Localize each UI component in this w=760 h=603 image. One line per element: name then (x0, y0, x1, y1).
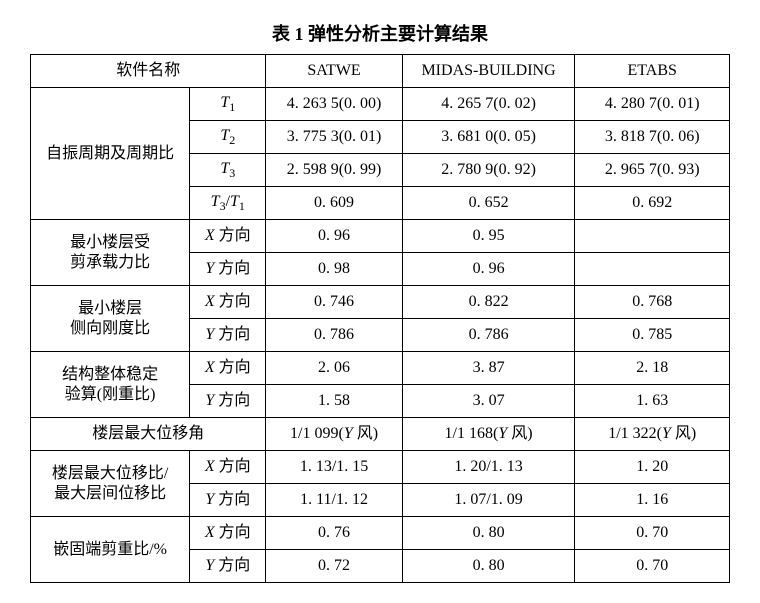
table-body: 软件名称SATWEMIDAS-BUILDINGETABS自振周期及周期比T14.… (31, 55, 730, 583)
cell: 0. 768 (575, 286, 730, 319)
row-label: 自振周期及周期比 (31, 88, 190, 220)
cell: 1. 16 (575, 484, 730, 517)
row-sublabel: X 方向 (190, 451, 266, 484)
cell: 0. 80 (402, 550, 575, 583)
cell (575, 253, 730, 286)
cell: 0. 746 (266, 286, 402, 319)
cell: 1/1 322(Y 风) (575, 418, 730, 451)
cell: 0. 652 (402, 187, 575, 220)
table-row: 楼层最大位移比/最大层间位移比X 方向1. 13/1. 151. 20/1. 1… (31, 451, 730, 484)
cell: 0. 98 (266, 253, 402, 286)
row-sublabel: Y 方向 (190, 484, 266, 517)
row-sublabel: Y 方向 (190, 385, 266, 418)
results-table: 软件名称SATWEMIDAS-BUILDINGETABS自振周期及周期比T14.… (30, 54, 730, 583)
cell: 0. 786 (402, 319, 575, 352)
cell: 0. 692 (575, 187, 730, 220)
row-sublabel: Y 方向 (190, 550, 266, 583)
cell: 1/1 099(Y 风) (266, 418, 402, 451)
cell: 0. 609 (266, 187, 402, 220)
row-sublabel: Y 方向 (190, 253, 266, 286)
table-row: 嵌固端剪重比/%X 方向0. 760. 800. 70 (31, 517, 730, 550)
header-software-label: 软件名称 (31, 55, 266, 88)
cell: 0. 96 (266, 220, 402, 253)
row-label: 结构整体稳定验算(刚重比) (31, 352, 190, 418)
cell: 3. 07 (402, 385, 575, 418)
row-sublabel: T3 (190, 154, 266, 187)
row-sublabel: X 方向 (190, 517, 266, 550)
cell: 2. 06 (266, 352, 402, 385)
row-sublabel: Y 方向 (190, 319, 266, 352)
cell: 1/1 168(Y 风) (402, 418, 575, 451)
row-label: 最小楼层受剪承载力比 (31, 220, 190, 286)
table-row: 最小楼层受剪承载力比X 方向0. 960. 95 (31, 220, 730, 253)
cell: 4. 265 7(0. 02) (402, 88, 575, 121)
cell: 4. 263 5(0. 00) (266, 88, 402, 121)
cell: 1. 63 (575, 385, 730, 418)
cell: 3. 87 (402, 352, 575, 385)
cell: 2. 780 9(0. 92) (402, 154, 575, 187)
cell: 1. 20/1. 13 (402, 451, 575, 484)
cell: 1. 13/1. 15 (266, 451, 402, 484)
cell: 0. 96 (402, 253, 575, 286)
table-caption: 表 1 弹性分析主要计算结果 (30, 20, 730, 46)
table-row: 自振周期及周期比T14. 263 5(0. 00)4. 265 7(0. 02)… (31, 88, 730, 121)
row-sublabel: T3/T1 (190, 187, 266, 220)
row-sublabel: T1 (190, 88, 266, 121)
cell: 3. 818 7(0. 06) (575, 121, 730, 154)
row-sublabel: X 方向 (190, 352, 266, 385)
cell: 0. 786 (266, 319, 402, 352)
cell: 0. 80 (402, 517, 575, 550)
cell: 1. 11/1. 12 (266, 484, 402, 517)
cell: 1. 58 (266, 385, 402, 418)
cell: 0. 72 (266, 550, 402, 583)
row-label: 嵌固端剪重比/% (31, 517, 190, 583)
cell: 1. 07/1. 09 (402, 484, 575, 517)
cell: 0. 785 (575, 319, 730, 352)
row-label: 楼层最大位移比/最大层间位移比 (31, 451, 190, 517)
table-row: 结构整体稳定验算(刚重比)X 方向2. 063. 872. 18 (31, 352, 730, 385)
row-sublabel: X 方向 (190, 286, 266, 319)
cell: 1. 20 (575, 451, 730, 484)
cell: 2. 965 7(0. 93) (575, 154, 730, 187)
header-col-1: MIDAS-BUILDING (402, 55, 575, 88)
cell: 0. 822 (402, 286, 575, 319)
cell: 0. 70 (575, 517, 730, 550)
cell: 3. 775 3(0. 01) (266, 121, 402, 154)
table-row: 最小楼层侧向刚度比X 方向0. 7460. 8220. 768 (31, 286, 730, 319)
cell: 2. 598 9(0. 99) (266, 154, 402, 187)
row-sublabel: T2 (190, 121, 266, 154)
header-col-2: ETABS (575, 55, 730, 88)
cell (575, 220, 730, 253)
header-row: 软件名称SATWEMIDAS-BUILDINGETABS (31, 55, 730, 88)
header-col-0: SATWE (266, 55, 402, 88)
cell: 0. 76 (266, 517, 402, 550)
table-row: 楼层最大位移角1/1 099(Y 风)1/1 168(Y 风)1/1 322(Y… (31, 418, 730, 451)
row-label: 最小楼层侧向刚度比 (31, 286, 190, 352)
row-sublabel: X 方向 (190, 220, 266, 253)
cell: 0. 70 (575, 550, 730, 583)
cell: 0. 95 (402, 220, 575, 253)
row-label: 楼层最大位移角 (31, 418, 266, 451)
cell: 2. 18 (575, 352, 730, 385)
cell: 3. 681 0(0. 05) (402, 121, 575, 154)
cell: 4. 280 7(0. 01) (575, 88, 730, 121)
